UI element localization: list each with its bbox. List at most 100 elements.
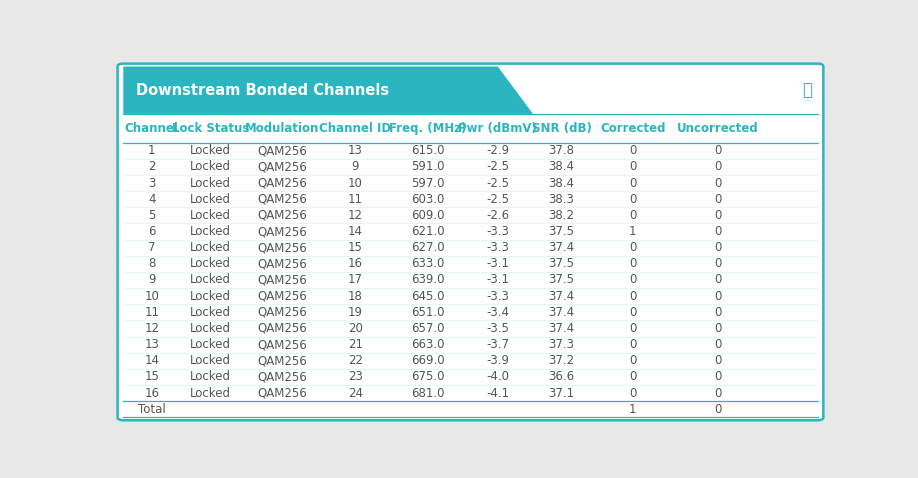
Text: -2.5: -2.5 [486, 193, 509, 206]
Text: 669.0: 669.0 [411, 354, 444, 367]
Text: 0: 0 [714, 290, 722, 303]
Text: 13: 13 [348, 144, 363, 157]
Text: 22: 22 [348, 354, 363, 367]
Text: 9: 9 [352, 161, 359, 174]
Text: 591.0: 591.0 [411, 161, 444, 174]
Text: -2.9: -2.9 [486, 144, 509, 157]
Text: 633.0: 633.0 [411, 257, 444, 271]
Text: QAM256: QAM256 [257, 354, 307, 367]
Text: Modulation: Modulation [245, 122, 319, 135]
Text: Channel: Channel [125, 122, 179, 135]
Text: 16: 16 [348, 257, 363, 271]
Text: -2.5: -2.5 [486, 176, 509, 190]
Text: Locked: Locked [190, 306, 231, 319]
Text: 11: 11 [348, 193, 363, 206]
Text: QAM256: QAM256 [257, 370, 307, 383]
Text: -2.5: -2.5 [486, 161, 509, 174]
Text: 651.0: 651.0 [411, 306, 444, 319]
Text: 1: 1 [629, 225, 636, 238]
Text: 10: 10 [144, 290, 159, 303]
Text: 645.0: 645.0 [411, 290, 444, 303]
Text: 0: 0 [714, 370, 722, 383]
Text: Locked: Locked [190, 370, 231, 383]
FancyBboxPatch shape [118, 64, 823, 420]
Text: 0: 0 [714, 322, 722, 335]
Text: 19: 19 [348, 306, 363, 319]
Text: 15: 15 [348, 241, 363, 254]
Text: 0: 0 [714, 241, 722, 254]
Text: 37.1: 37.1 [548, 387, 575, 400]
Text: 0: 0 [714, 387, 722, 400]
Text: Downstream Bonded Channels: Downstream Bonded Channels [136, 83, 389, 98]
Text: 37.4: 37.4 [548, 306, 575, 319]
Text: 7: 7 [148, 241, 155, 254]
Text: -3.1: -3.1 [486, 257, 509, 271]
Text: -3.1: -3.1 [486, 273, 509, 286]
Text: Corrected: Corrected [600, 122, 666, 135]
Text: Locked: Locked [190, 225, 231, 238]
Text: QAM256: QAM256 [257, 176, 307, 190]
Text: 11: 11 [144, 306, 159, 319]
Text: 37.4: 37.4 [548, 290, 575, 303]
Text: Locked: Locked [190, 338, 231, 351]
Text: Locked: Locked [190, 161, 231, 174]
Text: 4: 4 [148, 193, 155, 206]
Text: 0: 0 [629, 161, 636, 174]
Text: QAM256: QAM256 [257, 209, 307, 222]
Text: 38.2: 38.2 [549, 209, 575, 222]
Text: 0: 0 [714, 257, 722, 271]
Text: QAM256: QAM256 [257, 225, 307, 238]
Text: 37.3: 37.3 [549, 338, 575, 351]
Text: 37.2: 37.2 [548, 354, 575, 367]
Text: 0: 0 [714, 354, 722, 367]
Text: QAM256: QAM256 [257, 257, 307, 271]
Text: -3.3: -3.3 [486, 241, 509, 254]
Text: -3.9: -3.9 [486, 354, 509, 367]
Text: 5: 5 [148, 209, 155, 222]
Text: QAM256: QAM256 [257, 387, 307, 400]
Text: 0: 0 [629, 354, 636, 367]
Text: 0: 0 [629, 209, 636, 222]
Text: Locked: Locked [190, 241, 231, 254]
Text: 37.8: 37.8 [549, 144, 575, 157]
Text: Locked: Locked [190, 322, 231, 335]
Text: 36.6: 36.6 [548, 370, 575, 383]
Text: -3.3: -3.3 [486, 290, 509, 303]
Text: 0: 0 [714, 176, 722, 190]
Text: 657.0: 657.0 [411, 322, 444, 335]
Text: Locked: Locked [190, 387, 231, 400]
Text: 18: 18 [348, 290, 363, 303]
Text: 639.0: 639.0 [411, 273, 444, 286]
Text: 9: 9 [148, 273, 155, 286]
Text: 663.0: 663.0 [411, 338, 444, 351]
Text: 15: 15 [144, 370, 159, 383]
Text: 1: 1 [148, 144, 155, 157]
Text: 14: 14 [348, 225, 363, 238]
Text: 0: 0 [629, 273, 636, 286]
Text: 37.5: 37.5 [549, 273, 575, 286]
Text: 621.0: 621.0 [411, 225, 444, 238]
Text: 0: 0 [629, 144, 636, 157]
Text: 615.0: 615.0 [411, 144, 444, 157]
Text: Locked: Locked [190, 354, 231, 367]
Text: Locked: Locked [190, 176, 231, 190]
Text: 0: 0 [629, 241, 636, 254]
Text: 0: 0 [629, 306, 636, 319]
Text: 0: 0 [714, 338, 722, 351]
Text: 1: 1 [629, 403, 636, 416]
Text: 0: 0 [714, 144, 722, 157]
Text: Pwr (dBmV): Pwr (dBmV) [458, 122, 537, 135]
Text: -2.6: -2.6 [486, 209, 509, 222]
Text: 0: 0 [629, 290, 636, 303]
Text: QAM256: QAM256 [257, 306, 307, 319]
Text: 0: 0 [629, 193, 636, 206]
Text: 0: 0 [629, 322, 636, 335]
Polygon shape [123, 66, 533, 114]
Text: Locked: Locked [190, 257, 231, 271]
Text: 10: 10 [348, 176, 363, 190]
Text: QAM256: QAM256 [257, 273, 307, 286]
Text: 23: 23 [348, 370, 363, 383]
Text: QAM256: QAM256 [257, 193, 307, 206]
Text: 37.5: 37.5 [549, 257, 575, 271]
Text: 0: 0 [629, 387, 636, 400]
